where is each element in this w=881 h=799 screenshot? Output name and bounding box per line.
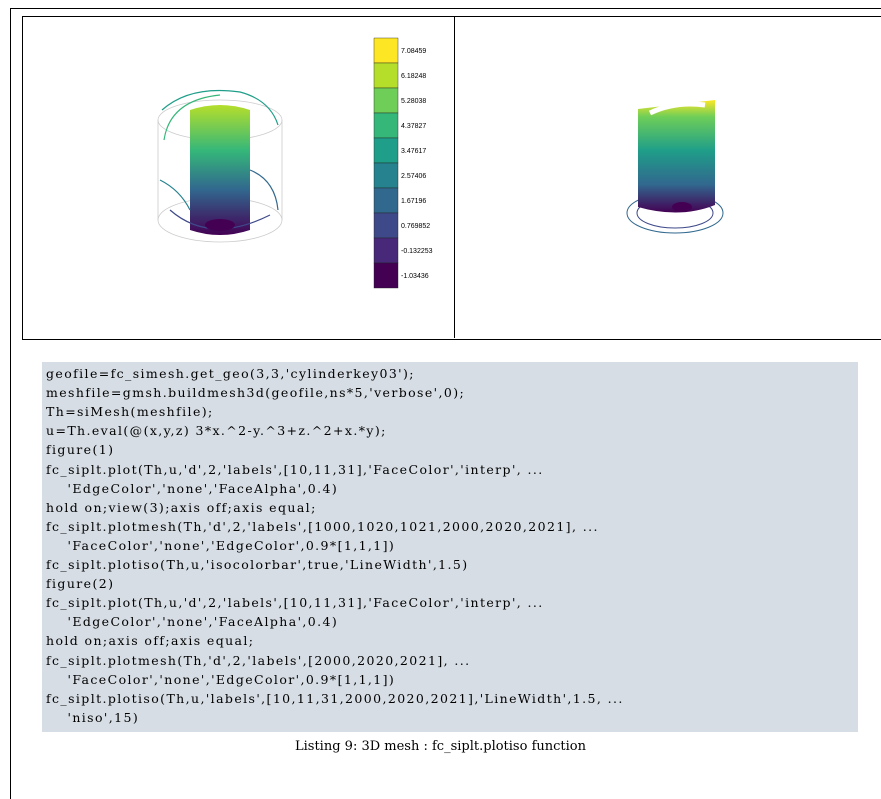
code-line: hold on;axis off;axis equal; <box>46 633 255 649</box>
colorbar-label: 2.57406 <box>401 173 426 180</box>
colorbar-swatch <box>373 212 399 239</box>
page-frame <box>10 8 881 799</box>
code-line: fc_siplt.plotiso(Th,u,'isocolorbar',true… <box>46 557 469 572</box>
code-line: fc_siplt.plot(Th,u,'d',2,'labels',[10,11… <box>46 595 544 611</box>
right-3d-plot <box>626 100 724 234</box>
code-line: 'FaceColor','none','EdgeColor',0.9*[1,1,… <box>46 537 396 553</box>
code-line: 'EdgeColor','none','FaceAlpha',0.4) <box>46 480 339 496</box>
colorbar-label: 0.769852 <box>401 223 430 230</box>
code-line: geofile=fc_simesh.get_geo(3,3,'cylinderk… <box>46 366 415 381</box>
code-line: u=Th.eval(@(x,y,z) 3*x.^2-y.^3+z.^2+x.*y… <box>46 423 387 439</box>
figure-panel <box>22 16 881 340</box>
colorbar-label: 5.28038 <box>401 98 426 105</box>
colorbar: 7.08459 6.18248 5.28038 4.37827 3.47617 2.574… <box>373 37 433 289</box>
axis-tick <box>463 16 473 17</box>
colorbar-label: 6.18248 <box>401 73 426 80</box>
axis-tick <box>30 16 40 17</box>
code-line: fc_siplt.plot(Th,u,'d',2,'labels',[10,11… <box>46 461 544 477</box>
colorbar-label: 1.67196 <box>401 198 426 205</box>
code-line: fc_siplt.plotiso(Th,u,'labels',[10,11,31… <box>46 690 624 706</box>
colorbar-label: 4.37827 <box>401 123 426 130</box>
code-line: meshfile=gmsh.buildmesh3d(geofile,ns*5,'… <box>46 385 466 401</box>
code-line: fc_siplt.plotmesh(Th,'d',2,'labels',[200… <box>46 652 471 668</box>
code-line: figure(2) <box>46 576 115 592</box>
code-line: figure(1) <box>46 442 115 458</box>
colorbar-swatch <box>373 137 399 164</box>
code-line: 'FaceColor','none','EdgeColor',0.9*[1,1,… <box>46 671 396 687</box>
colorbar-swatch <box>373 162 399 189</box>
colorbar-swatch <box>373 62 399 89</box>
figure-divider <box>454 16 455 338</box>
colorbar-swatch <box>373 87 399 114</box>
colorbar-label: -1.03436 <box>401 273 429 280</box>
listing-caption: Listing 9: 3D mesh : fc_siplt.plotiso fu… <box>295 739 586 754</box>
left-3d-plot <box>157 89 283 243</box>
colorbar-label: 7.08459 <box>401 48 426 55</box>
code-line: 'niso',15) <box>46 709 140 725</box>
axis-tick <box>855 16 867 17</box>
colorbar-label: -0.132253 <box>401 248 433 255</box>
colorbar-swatch <box>373 112 399 139</box>
code-line: hold on;view(3);axis off;axis equal; <box>46 499 317 515</box>
colorbar-label: 3.47617 <box>401 148 426 155</box>
code-line: Th=siMesh(meshfile); <box>46 404 214 420</box>
colorbar-swatch <box>373 37 399 64</box>
code-line: fc_siplt.plotmesh(Th,'d',2,'labels',[100… <box>46 518 599 534</box>
colorbar-swatch <box>373 262 399 289</box>
axis-tick <box>430 16 442 17</box>
colorbar-swatch <box>373 237 399 264</box>
code-line: 'EdgeColor','none','FaceAlpha',0.4) <box>46 614 339 630</box>
code-listing: geofile=fc_simesh.get_geo(3,3,'cylinderk… <box>42 362 858 732</box>
colorbar-swatch <box>373 187 399 214</box>
